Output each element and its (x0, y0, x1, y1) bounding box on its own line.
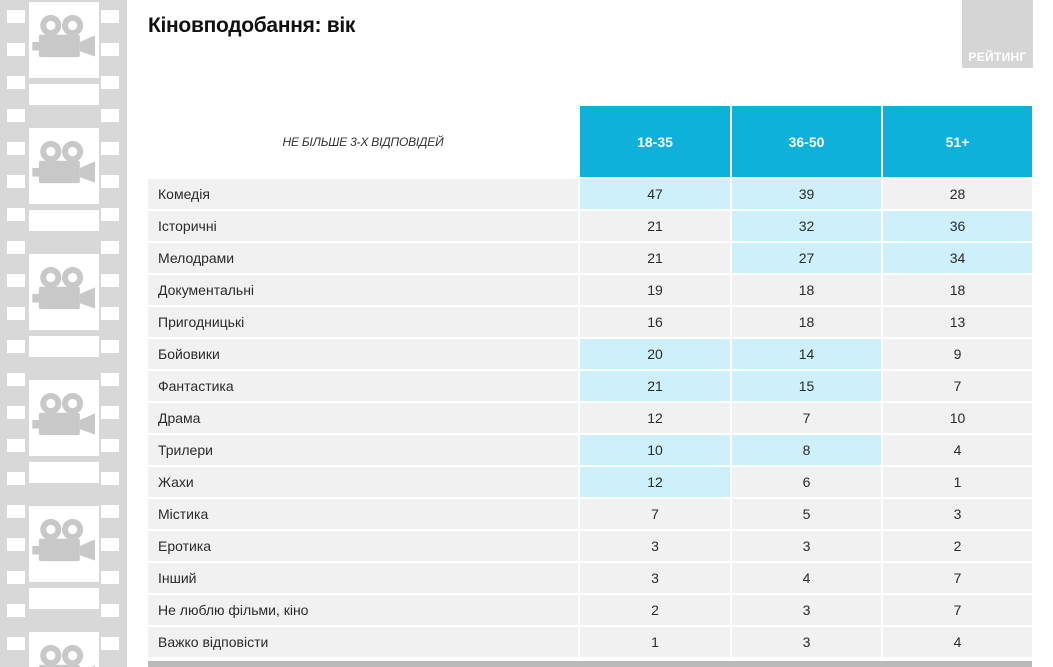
filmstrip-sprocket-holes-left (7, 0, 25, 667)
value-cell: 36 (883, 211, 1032, 241)
row-label: Драма (148, 403, 578, 433)
value-cell: 32 (732, 211, 881, 241)
value-cell: 16 (580, 307, 730, 337)
value-cell: 6 (732, 467, 881, 497)
value-cell: 3 (732, 595, 881, 625)
value-cell: 34 (883, 243, 1032, 273)
value-cell: 18 (732, 307, 881, 337)
filmstrip-decoration (0, 0, 127, 667)
film-frame-blank (29, 84, 99, 105)
row-label: Інший (148, 563, 578, 593)
value-cell: 7 (883, 595, 1032, 625)
row-label: Містика (148, 499, 578, 529)
row-label: Мелодрами (148, 243, 578, 273)
row-label: Фантастика (148, 371, 578, 401)
film-frame (29, 380, 99, 456)
preferences-by-age-table: НЕ БІЛЬШЕ 3-Х ВІДПОВІДЕЙ 18-35 36-50 51+ Ко… (148, 106, 1032, 657)
rating-group-logo: РЕЙТИНГ (962, 0, 1033, 68)
value-cell: 21 (580, 243, 730, 273)
row-label: Пригодницькі (148, 307, 578, 337)
value-cell: 39 (732, 179, 881, 209)
value-cell: 12 (580, 467, 730, 497)
value-cell: 10 (883, 403, 1032, 433)
value-cell: 8 (732, 435, 881, 465)
value-cell: 19 (580, 275, 730, 305)
value-cell: 2 (883, 531, 1032, 561)
film-frame (29, 2, 99, 78)
row-label: Документальні (148, 275, 578, 305)
value-cell: 9 (883, 339, 1032, 369)
value-cell: 3 (732, 531, 881, 561)
value-cell: 2 (580, 595, 730, 625)
row-label: Комедія (148, 179, 578, 209)
row-label: Жахи (148, 467, 578, 497)
movie-camera-icon (32, 266, 96, 310)
value-cell: 7 (883, 371, 1032, 401)
movie-camera-icon (32, 518, 96, 562)
value-cell: 20 (580, 339, 730, 369)
film-frame (29, 254, 99, 330)
value-cell: 7 (580, 499, 730, 529)
film-frame-blank (29, 462, 99, 483)
row-label: Не люблю фільми, кіно (148, 595, 578, 625)
movie-camera-icon (32, 14, 96, 58)
value-cell: 1 (580, 627, 730, 657)
value-cell: 21 (580, 371, 730, 401)
page-title: Кіновподобання: вік (148, 14, 356, 37)
value-cell: 18 (732, 275, 881, 305)
value-cell: 47 (580, 179, 730, 209)
value-cell: 28 (883, 179, 1032, 209)
value-cell: 12 (580, 403, 730, 433)
value-cell: 4 (883, 627, 1032, 657)
value-cell: 1 (883, 467, 1032, 497)
row-label: Бойовики (148, 339, 578, 369)
value-cell: 4 (732, 563, 881, 593)
film-frame-blank (29, 210, 99, 231)
value-cell: 3 (580, 531, 730, 561)
film-frame (29, 128, 99, 204)
value-cell: 3 (580, 563, 730, 593)
film-frame (29, 506, 99, 582)
film-frame (29, 632, 99, 667)
row-label: Трилери (148, 435, 578, 465)
film-frame-blank (29, 336, 99, 357)
table-hint: НЕ БІЛЬШЕ 3-Х ВІДПОВІДЕЙ (282, 134, 444, 149)
value-cell: 4 (883, 435, 1032, 465)
value-cell: 7 (732, 403, 881, 433)
value-cell: 14 (732, 339, 881, 369)
column-header-18-35: 18-35 (580, 106, 730, 177)
film-frame-blank (29, 588, 99, 609)
filmstrip-frames (29, 2, 99, 667)
value-cell: 18 (883, 275, 1032, 305)
value-cell: 5 (732, 499, 881, 529)
column-header-51+: 51+ (883, 106, 1032, 177)
filmstrip-sprocket-holes-right (101, 0, 119, 667)
value-cell: 27 (732, 243, 881, 273)
value-cell: 15 (732, 371, 881, 401)
value-cell: 7 (883, 563, 1032, 593)
movie-camera-icon (38, 644, 96, 667)
movie-camera-icon (32, 392, 96, 436)
value-cell: 10 (580, 435, 730, 465)
row-label: Важко відповісти (148, 627, 578, 657)
column-header-36-50: 36-50 (732, 106, 881, 177)
value-cell: 13 (883, 307, 1032, 337)
value-cell: 3 (732, 627, 881, 657)
movie-camera-icon (32, 140, 96, 184)
value-cell: 21 (580, 211, 730, 241)
table-bottom-bar (148, 661, 1032, 667)
row-label: Історичні (148, 211, 578, 241)
rating-logo-label: РЕЙТИНГ (968, 50, 1027, 64)
row-label: Еротика (148, 531, 578, 561)
value-cell: 3 (883, 499, 1032, 529)
